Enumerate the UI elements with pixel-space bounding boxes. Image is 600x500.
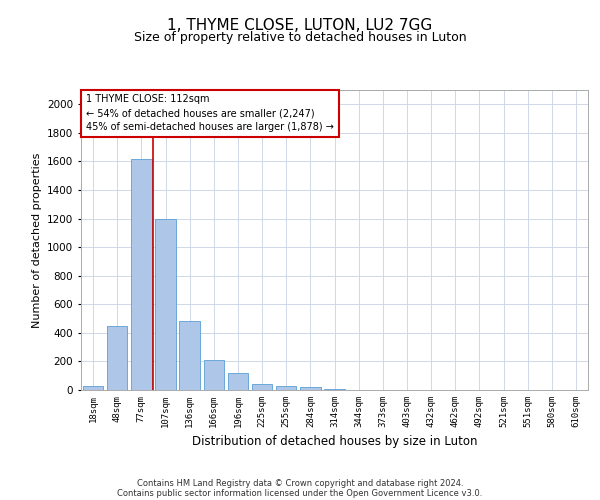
Bar bbox=[203, 360, 224, 390]
Bar bbox=[155, 218, 176, 390]
Text: Size of property relative to detached houses in Luton: Size of property relative to detached ho… bbox=[134, 31, 466, 44]
Text: Contains HM Land Registry data © Crown copyright and database right 2024.: Contains HM Land Registry data © Crown c… bbox=[137, 478, 463, 488]
Bar bbox=[179, 322, 200, 390]
Bar bbox=[300, 387, 320, 390]
Bar bbox=[107, 326, 127, 390]
Y-axis label: Number of detached properties: Number of detached properties bbox=[32, 152, 41, 328]
Bar bbox=[324, 388, 345, 390]
Text: 1, THYME CLOSE, LUTON, LU2 7GG: 1, THYME CLOSE, LUTON, LU2 7GG bbox=[167, 18, 433, 32]
X-axis label: Distribution of detached houses by size in Luton: Distribution of detached houses by size … bbox=[192, 436, 477, 448]
Bar bbox=[276, 386, 296, 390]
Text: Contains public sector information licensed under the Open Government Licence v3: Contains public sector information licen… bbox=[118, 488, 482, 498]
Bar bbox=[252, 384, 272, 390]
Bar bbox=[227, 373, 248, 390]
Bar bbox=[83, 386, 103, 390]
Bar bbox=[131, 158, 152, 390]
Text: 1 THYME CLOSE: 112sqm
← 54% of detached houses are smaller (2,247)
45% of semi-d: 1 THYME CLOSE: 112sqm ← 54% of detached … bbox=[86, 94, 334, 132]
